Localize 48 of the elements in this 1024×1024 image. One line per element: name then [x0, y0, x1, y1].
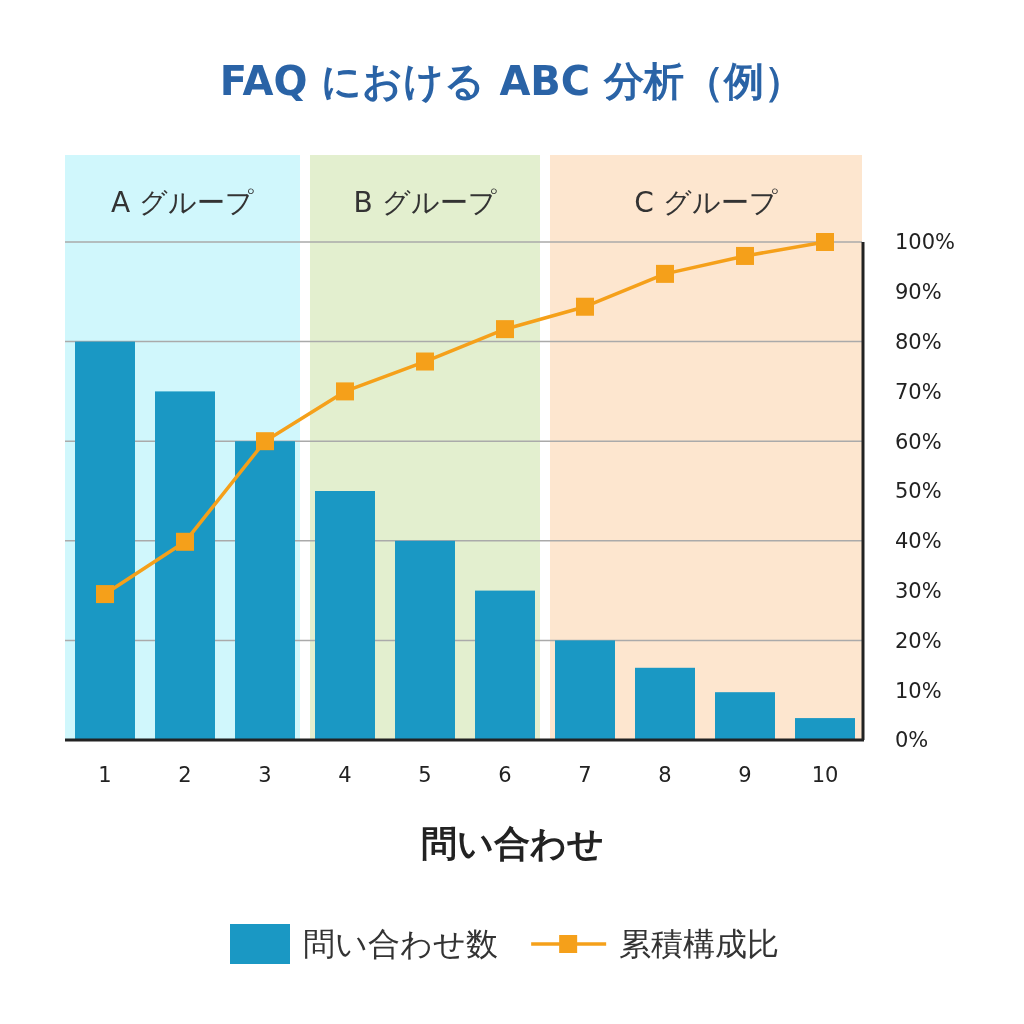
x-tick-label: 6	[498, 763, 512, 787]
y-tick-label: 70%	[895, 379, 942, 404]
y-tick-label: 80%	[895, 329, 942, 354]
x-axis-title: 問い合わせ	[420, 823, 604, 864]
bar	[795, 718, 855, 740]
y-tick-label: 30%	[895, 578, 942, 603]
bar	[555, 640, 615, 740]
y-tick-label: 60%	[895, 429, 942, 454]
x-tick-label: 2	[178, 763, 192, 787]
legend-label: 問い合わせ数	[303, 925, 498, 964]
point	[336, 382, 354, 401]
point	[496, 320, 514, 339]
bar	[635, 667, 695, 740]
point	[416, 352, 434, 371]
x-tick-label: 7	[578, 763, 592, 787]
y-tick-label: 40%	[895, 529, 942, 554]
legend-label: 累積構成比	[619, 925, 780, 964]
x-tick-label: 4	[338, 763, 352, 787]
point	[176, 532, 194, 551]
y-tick-label: 0%	[895, 728, 929, 753]
y-tick-label: 20%	[895, 628, 942, 653]
bar	[315, 491, 375, 740]
bar	[75, 341, 135, 740]
x-tick-label: 3	[258, 763, 272, 787]
bar	[395, 540, 455, 740]
x-tick-label: 1	[98, 763, 112, 787]
point	[816, 233, 834, 251]
band-label: C グループ	[634, 186, 778, 219]
y-tick-label: 90%	[895, 280, 942, 305]
y-tick-label: 100%	[895, 230, 956, 255]
x-tick-label: 10	[811, 763, 839, 787]
point	[656, 264, 674, 283]
x-tick-label: 8	[658, 763, 672, 787]
x-tick-label: 5	[418, 763, 432, 787]
bar	[155, 391, 215, 740]
point	[256, 432, 274, 451]
y-tick-label: 50%	[895, 479, 942, 504]
point	[576, 297, 594, 316]
band-label: A グループ	[110, 186, 255, 219]
x-tick-label: 9	[738, 763, 752, 787]
point	[96, 585, 114, 604]
bar	[715, 692, 775, 740]
bar	[475, 590, 535, 740]
y-tick-label: 10%	[895, 678, 942, 703]
point	[736, 246, 754, 265]
band-label: B グループ	[353, 186, 497, 219]
chart-title: FAQ における ABC 分析（例）	[219, 58, 805, 104]
bar	[235, 441, 295, 740]
